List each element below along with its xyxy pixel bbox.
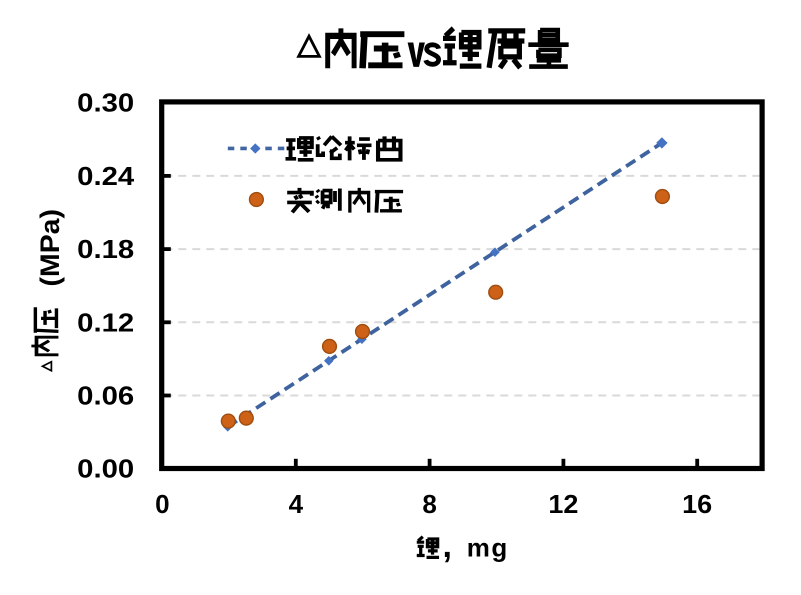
svg-text:0.12: 0.12 — [77, 307, 134, 337]
svg-text:8: 8 — [422, 489, 436, 519]
svg-text:0.18: 0.18 — [77, 234, 134, 264]
svg-text:0.24: 0.24 — [77, 161, 135, 191]
svg-text:12: 12 — [548, 489, 578, 519]
svg-text:mg: mg — [467, 533, 508, 563]
svg-text:(MPa): (MPa) — [35, 209, 65, 287]
svg-text:0.00: 0.00 — [77, 454, 134, 484]
svg-text:16: 16 — [682, 489, 712, 519]
svg-text:0.30: 0.30 — [77, 87, 134, 117]
svg-text:4: 4 — [289, 489, 304, 519]
svg-text:,: , — [443, 527, 452, 565]
svg-text:0: 0 — [155, 489, 169, 519]
svg-text:0.06: 0.06 — [77, 381, 134, 411]
